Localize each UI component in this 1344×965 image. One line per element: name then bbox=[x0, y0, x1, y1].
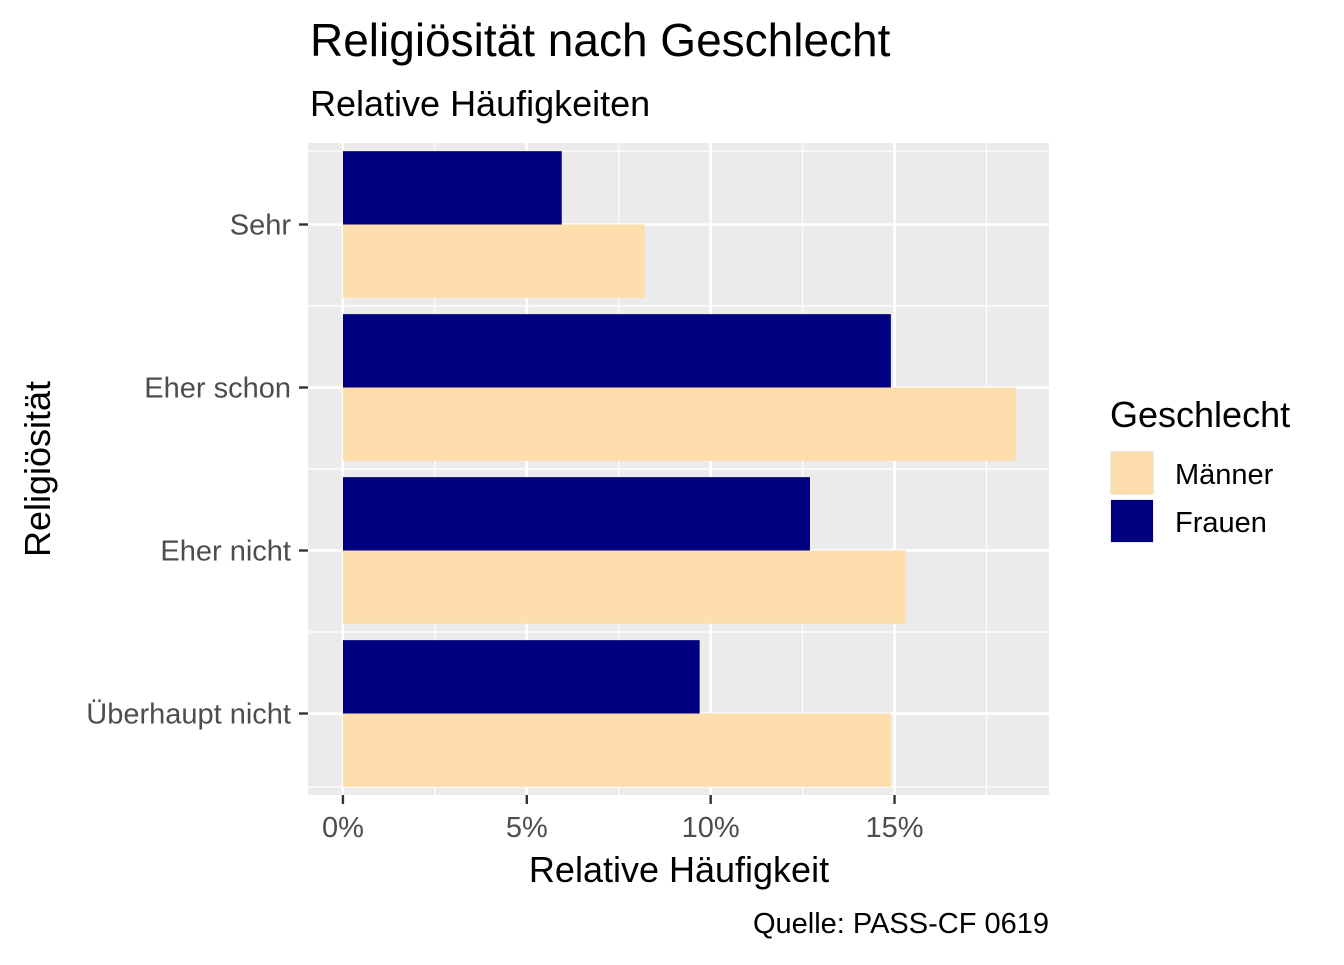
legend-swatch bbox=[1111, 452, 1153, 494]
y-axis: Sehr Eher schon Eher nicht Überhaupt nicht bbox=[86, 210, 308, 731]
bar-frauen bbox=[342, 314, 891, 388]
x-axis: 0% 5% 10% 15% bbox=[322, 795, 924, 844]
y-tick-label: Eher nicht bbox=[160, 536, 291, 568]
bar-frauen bbox=[342, 477, 810, 551]
legend: Geschlecht Männer Frauen bbox=[1110, 394, 1290, 543]
chart-subtitle: Relative Häufigkeiten bbox=[310, 83, 650, 124]
x-tick-label: 5% bbox=[506, 812, 548, 844]
y-axis-label: Religiösität bbox=[17, 381, 58, 557]
chart-title: Religiösität nach Geschlecht bbox=[310, 14, 891, 66]
x-tick-label: 15% bbox=[866, 812, 924, 844]
bar-maenner bbox=[342, 224, 645, 298]
bar-maenner bbox=[342, 713, 891, 787]
bar-frauen bbox=[342, 640, 700, 714]
legend-label: Männer bbox=[1175, 459, 1274, 491]
bar-maenner bbox=[342, 387, 1016, 461]
y-tick-label: Überhaupt nicht bbox=[86, 699, 291, 731]
bar-maenner bbox=[342, 550, 906, 624]
y-tick-label: Sehr bbox=[230, 210, 292, 242]
legend-swatch bbox=[1111, 500, 1153, 542]
y-tick-label: Eher schon bbox=[144, 373, 291, 405]
x-axis-label: Relative Häufigkeit bbox=[529, 849, 829, 890]
bar-frauen bbox=[342, 151, 562, 225]
x-tick-label: 0% bbox=[322, 812, 364, 844]
plot-panel bbox=[308, 143, 1049, 795]
chart-caption: Quelle: PASS-CF 0619 bbox=[753, 908, 1049, 940]
legend-label: Frauen bbox=[1175, 507, 1267, 539]
x-tick-label: 10% bbox=[682, 812, 740, 844]
legend-title: Geschlecht bbox=[1110, 394, 1290, 435]
